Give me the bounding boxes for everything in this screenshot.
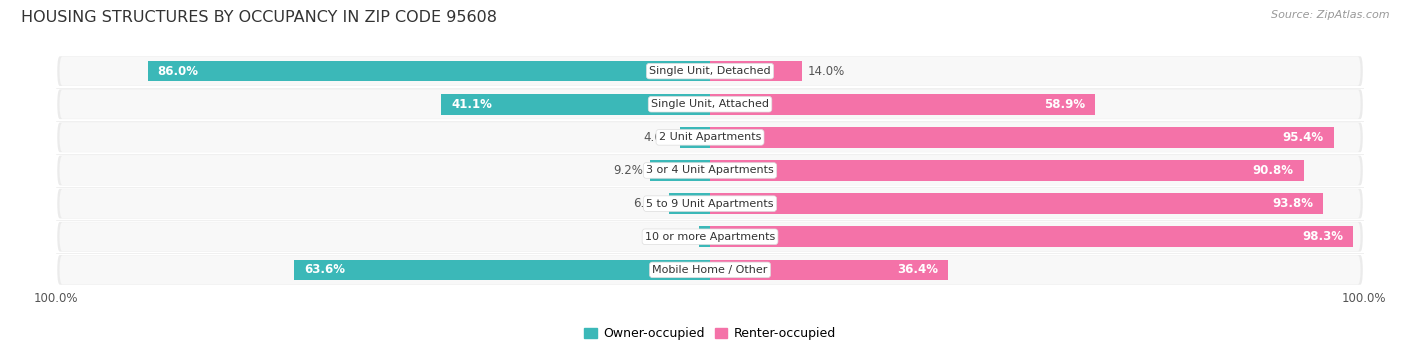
FancyBboxPatch shape (56, 188, 1364, 220)
Text: Single Unit, Detached: Single Unit, Detached (650, 66, 770, 76)
Text: 41.1%: 41.1% (451, 98, 492, 111)
Bar (710, 94, 1095, 115)
Bar (710, 193, 1323, 214)
FancyBboxPatch shape (59, 222, 1361, 251)
FancyBboxPatch shape (56, 254, 1364, 286)
Bar (699, 226, 710, 247)
Bar (441, 94, 710, 115)
Text: 86.0%: 86.0% (157, 65, 198, 78)
FancyBboxPatch shape (56, 55, 1364, 87)
Text: HOUSING STRUCTURES BY OCCUPANCY IN ZIP CODE 95608: HOUSING STRUCTURES BY OCCUPANCY IN ZIP C… (21, 10, 498, 25)
FancyBboxPatch shape (56, 221, 1364, 253)
Text: Source: ZipAtlas.com: Source: ZipAtlas.com (1271, 10, 1389, 20)
Bar (669, 193, 710, 214)
Text: 5 to 9 Unit Apartments: 5 to 9 Unit Apartments (647, 198, 773, 209)
FancyBboxPatch shape (59, 156, 1361, 185)
Legend: Owner-occupied, Renter-occupied: Owner-occupied, Renter-occupied (579, 322, 841, 341)
Text: 95.4%: 95.4% (1282, 131, 1324, 144)
Bar (148, 61, 710, 81)
FancyBboxPatch shape (59, 57, 1361, 86)
Text: 1.7%: 1.7% (662, 230, 692, 243)
Bar (294, 260, 710, 280)
FancyBboxPatch shape (59, 189, 1361, 218)
Text: 90.8%: 90.8% (1253, 164, 1294, 177)
Text: 63.6%: 63.6% (304, 263, 344, 276)
Bar (710, 160, 1303, 181)
FancyBboxPatch shape (59, 90, 1361, 119)
Text: 6.2%: 6.2% (633, 197, 664, 210)
Text: 10 or more Apartments: 10 or more Apartments (645, 232, 775, 242)
Text: 2 Unit Apartments: 2 Unit Apartments (659, 132, 761, 143)
Bar (681, 127, 710, 148)
Text: 36.4%: 36.4% (897, 263, 938, 276)
Bar (710, 127, 1334, 148)
Bar (710, 260, 948, 280)
Text: 98.3%: 98.3% (1302, 230, 1343, 243)
Text: 14.0%: 14.0% (808, 65, 845, 78)
FancyBboxPatch shape (56, 154, 1364, 187)
Text: 93.8%: 93.8% (1272, 197, 1313, 210)
Text: Mobile Home / Other: Mobile Home / Other (652, 265, 768, 275)
Text: Single Unit, Attached: Single Unit, Attached (651, 99, 769, 109)
FancyBboxPatch shape (59, 123, 1361, 152)
FancyBboxPatch shape (56, 88, 1364, 120)
FancyBboxPatch shape (59, 255, 1361, 284)
FancyBboxPatch shape (56, 121, 1364, 153)
Bar (710, 226, 1353, 247)
Bar (650, 160, 710, 181)
Text: 3 or 4 Unit Apartments: 3 or 4 Unit Apartments (647, 165, 773, 176)
Text: 58.9%: 58.9% (1045, 98, 1085, 111)
Text: 9.2%: 9.2% (613, 164, 644, 177)
Bar (710, 61, 801, 81)
Text: 4.6%: 4.6% (644, 131, 673, 144)
